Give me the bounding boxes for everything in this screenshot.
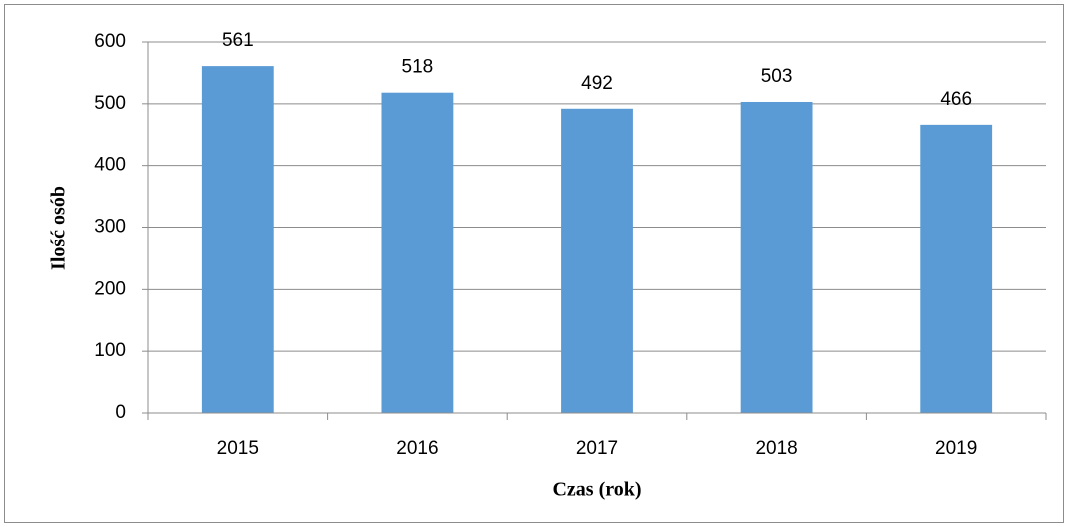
y-axis-title: Ilość osób	[48, 186, 70, 270]
y-tick-label: 200	[94, 278, 126, 299]
bar	[920, 124, 993, 414]
bar	[381, 92, 454, 413]
bar	[561, 108, 633, 413]
x-tick-label: 2015	[217, 438, 259, 459]
y-tick-label: 500	[94, 93, 126, 114]
y-tick-label: 0	[115, 402, 126, 423]
x-tick-label: 2018	[755, 438, 797, 459]
bar	[201, 66, 274, 414]
chart-border	[4, 4, 1064, 523]
bar	[740, 101, 813, 413]
data-label: 492	[581, 73, 613, 94]
x-tick-label: 2019	[935, 438, 977, 459]
y-tick-label: 100	[94, 340, 126, 361]
x-axis-title: Czas (rok)	[552, 479, 641, 501]
data-label: 561	[222, 30, 254, 51]
x-tick-label: 2016	[396, 438, 438, 459]
y-tick-label: 400	[94, 155, 126, 176]
y-tick-label: 600	[94, 31, 126, 52]
data-label: 466	[940, 89, 972, 110]
x-tick-label: 2017	[576, 438, 618, 459]
y-tick-label: 300	[94, 217, 126, 238]
data-label: 503	[761, 66, 793, 87]
data-label: 518	[402, 57, 434, 78]
